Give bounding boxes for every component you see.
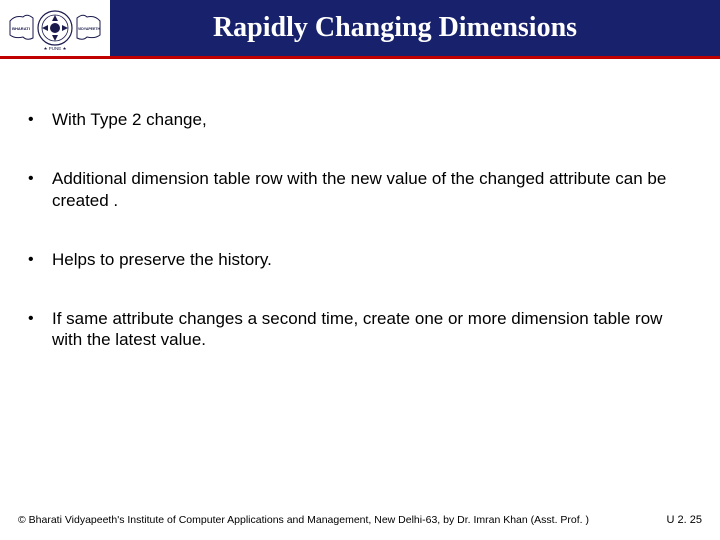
bullet-text: If same attribute changes a second time,… xyxy=(52,308,680,351)
logo-emblem-icon: BHARATI VIDYAPEETH ★ PUNE ★ xyxy=(5,3,105,53)
bullet-item: • If same attribute changes a second tim… xyxy=(28,308,680,351)
bullet-marker-icon: • xyxy=(28,109,52,130)
svg-text:★ PUNE ★: ★ PUNE ★ xyxy=(43,46,67,51)
bullet-text: Helps to preserve the history. xyxy=(52,249,680,270)
bullet-marker-icon: • xyxy=(28,249,52,270)
bullet-item: • Additional dimension table row with th… xyxy=(28,168,680,211)
slide-content: • With Type 2 change, • Additional dimen… xyxy=(0,59,720,351)
bullet-text: With Type 2 change, xyxy=(52,109,680,130)
bullet-marker-icon: • xyxy=(28,308,52,351)
slide-header: BHARATI VIDYAPEETH ★ PUNE ★ Rapidly Chan… xyxy=(0,0,720,56)
bullet-item: • With Type 2 change, xyxy=(28,109,680,130)
svg-text:VIDYAPEETH: VIDYAPEETH xyxy=(78,27,101,31)
slide-footer: © Bharati Vidyapeeth's Institute of Comp… xyxy=(0,514,720,526)
footer-slide-number: U 2. 25 xyxy=(667,514,702,526)
bullet-marker-icon: • xyxy=(28,168,52,211)
footer-copyright: © Bharati Vidyapeeth's Institute of Comp… xyxy=(18,514,589,526)
slide-title: Rapidly Changing Dimensions xyxy=(110,12,720,44)
svg-text:BHARATI: BHARATI xyxy=(12,26,30,31)
institution-logo: BHARATI VIDYAPEETH ★ PUNE ★ xyxy=(0,0,110,56)
bullet-item: • Helps to preserve the history. xyxy=(28,249,680,270)
bullet-text: Additional dimension table row with the … xyxy=(52,168,680,211)
